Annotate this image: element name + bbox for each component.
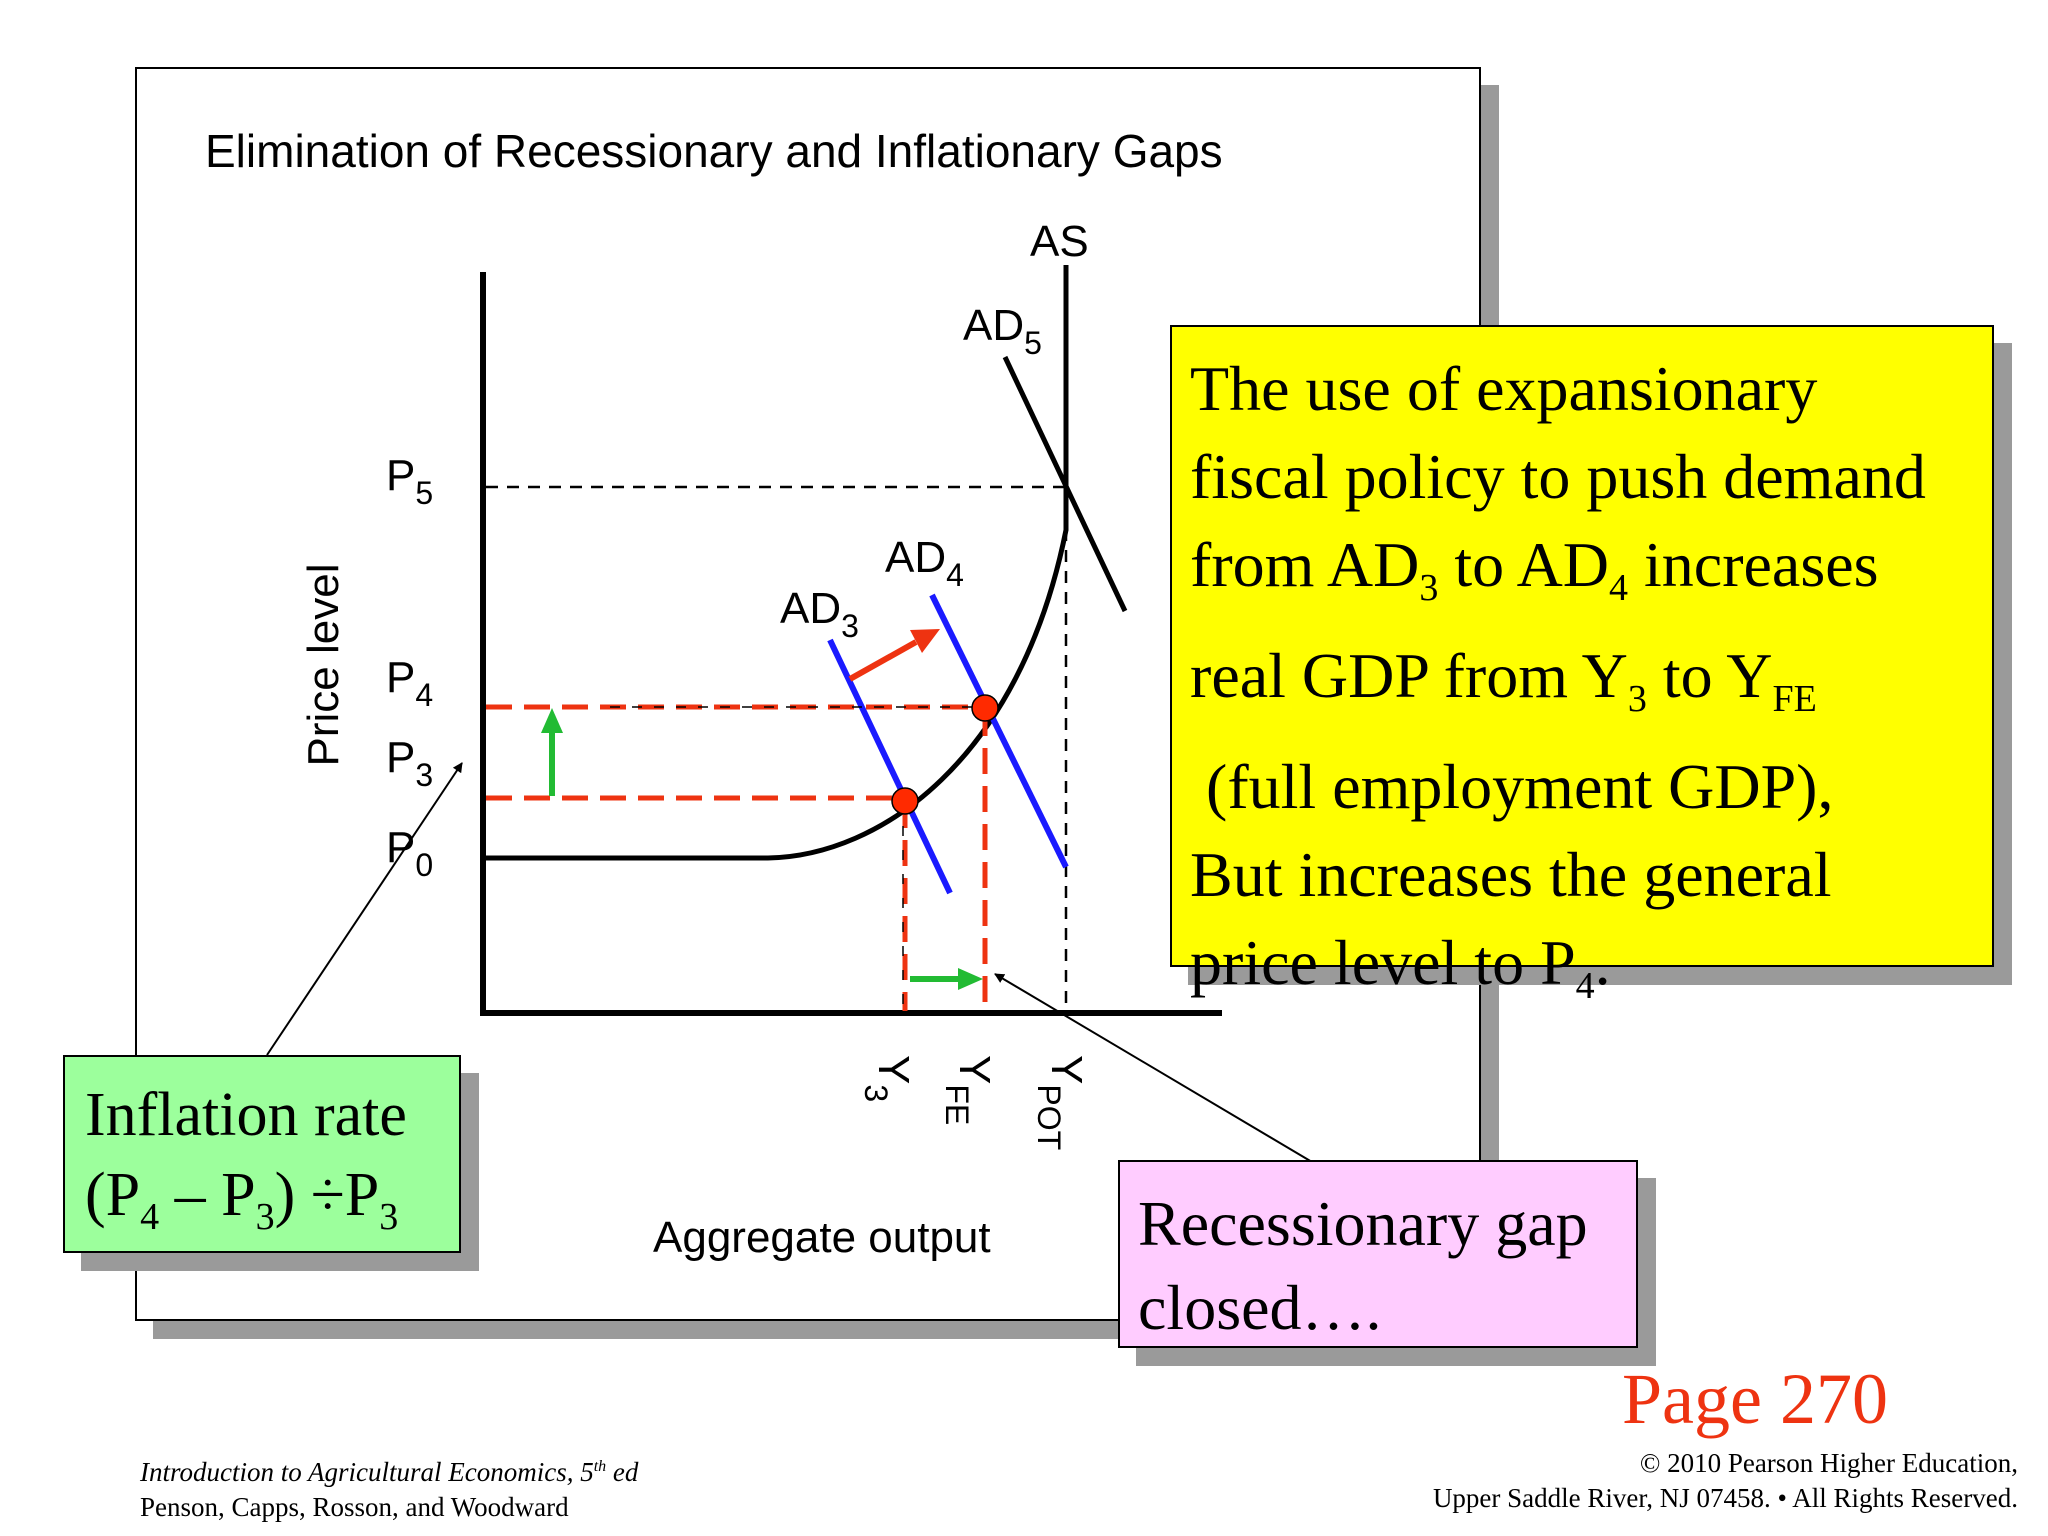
ad3-label: AD3 — [780, 584, 859, 644]
ad5-curve — [1002, 355, 1128, 613]
ypot-label: YPOT — [1031, 1055, 1091, 1150]
recessionary-gap-line-1: Recessionary gap — [1138, 1188, 1588, 1259]
book-authors: Penson, Capps, Rosson, and Woodward — [140, 1492, 569, 1522]
as-label: AS — [1030, 217, 1089, 266]
inflation-pointer-line — [266, 762, 463, 1056]
page-reference: Page 270 — [1622, 1359, 1888, 1439]
p0-label: P0 — [386, 823, 433, 883]
recessionary-gap-line-2: closed…. — [1138, 1272, 1382, 1343]
explanation-line-2: fiscal policy to push demand — [1190, 441, 1926, 512]
copyright-line-2: Upper Saddle River, NJ 07458. • All Righ… — [1432, 1483, 2018, 1513]
recessionary-gap-box: Recessionary gap closed…. — [1118, 1160, 1638, 1348]
yfe-label: YFE — [939, 1055, 999, 1125]
x-axis-label: Aggregate output — [653, 1213, 991, 1262]
p3-label: P3 — [386, 733, 433, 793]
explanation-line-7: price level to P4. — [1190, 927, 1611, 1007]
inflation-rate-box: Inflation rate (P4 – P3) ÷P3 — [63, 1055, 461, 1253]
inflation-rate-formula: (P4 – P3) ÷P3 — [85, 1161, 399, 1238]
as-curve — [483, 265, 1069, 861]
output-increase-arrow-head — [958, 968, 983, 990]
explanation-line-5: (full employment GDP), — [1190, 751, 1834, 822]
ad4-curve — [929, 593, 1069, 869]
p5-label: P5 — [386, 451, 433, 511]
inflation-rate-title: Inflation rate — [85, 1081, 407, 1149]
footer-right: © 2010 Pearson Higher Education, Upper S… — [1433, 1446, 2018, 1516]
book-title: Introduction to Agricultural Economics, … — [140, 1457, 639, 1487]
equilibrium-point-ad3 — [891, 787, 919, 815]
ad-shift-arrow-head — [910, 629, 940, 653]
ad4-label: AD4 — [885, 533, 964, 593]
explanation-line-3: from AD3 to AD4 increases — [1190, 529, 1879, 609]
p4-label: P4 — [386, 653, 433, 713]
figure-title: Elimination of Recessionary and Inflatio… — [205, 125, 1223, 177]
price-increase-arrow-head — [541, 708, 563, 733]
footer-left: Introduction to Agricultural Economics, … — [140, 1449, 638, 1525]
explanation-line-6: But increases the general — [1190, 839, 1832, 910]
y-axis-label: Price level — [299, 564, 348, 767]
recession-pointer-line — [994, 973, 1313, 1163]
equilibrium-point-ad4 — [971, 694, 999, 722]
explanation-line-4: real GDP from Y3 to YFE — [1190, 640, 1817, 720]
ad5-label: AD5 — [963, 301, 1042, 361]
copyright-line-1: © 2010 Pearson Higher Education, — [1639, 1448, 2018, 1478]
explanation-line-1: The use of expansionary — [1190, 353, 1818, 424]
ad-shift-arrow-shaft — [848, 639, 918, 682]
ad3-curve — [827, 638, 953, 895]
explanation-box: The use of expansionary fiscal policy to… — [1170, 325, 1994, 1007]
y3-label: Y3 — [858, 1055, 918, 1102]
